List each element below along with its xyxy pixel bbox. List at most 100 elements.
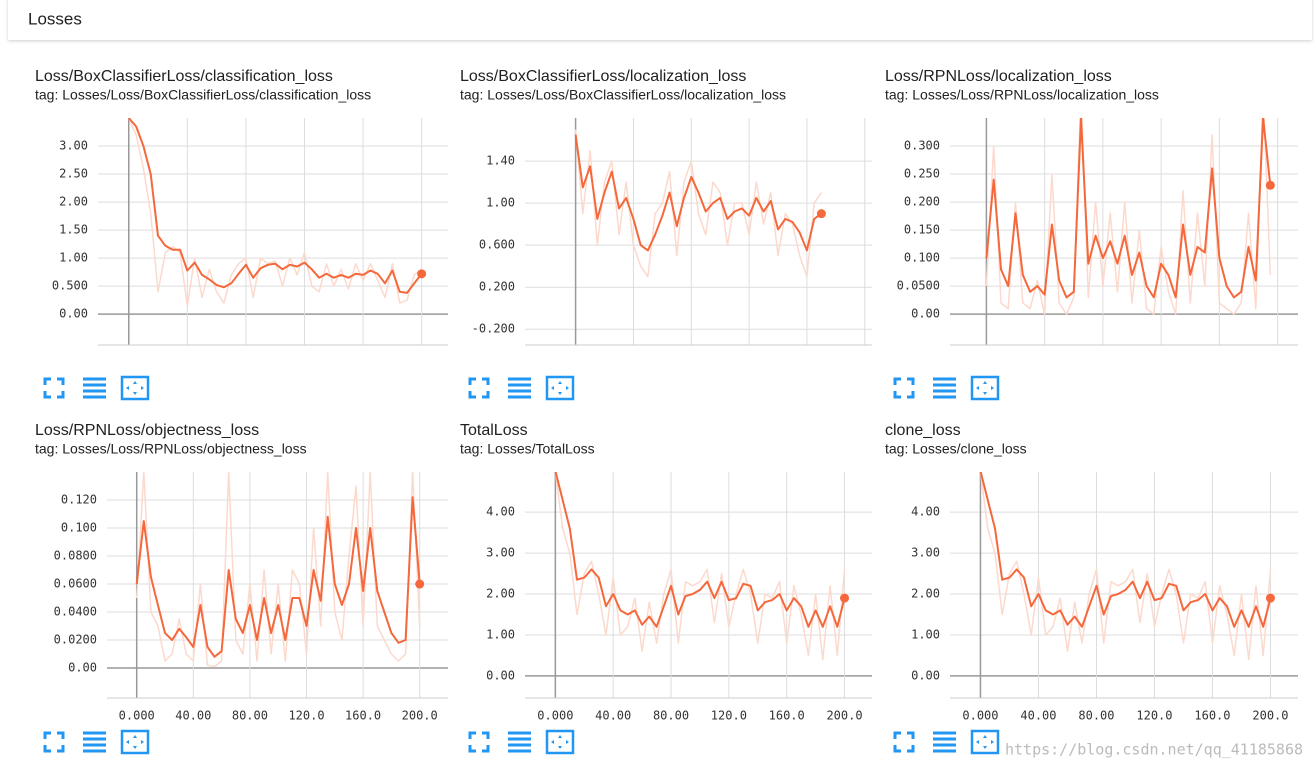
fit-arrows bbox=[551, 735, 569, 749]
fit-button[interactable] bbox=[120, 375, 150, 401]
y-tick-label: 0.00 bbox=[59, 307, 88, 321]
x-tick-label: 200.0 bbox=[1252, 709, 1288, 723]
last-point bbox=[1265, 593, 1275, 603]
y-tick-label: 0.150 bbox=[904, 223, 940, 237]
y-tick-label: -0.200 bbox=[472, 322, 515, 336]
y-tick-label: 0.250 bbox=[904, 167, 940, 181]
y-tick-label: 0.0800 bbox=[54, 549, 97, 563]
fit-arrows bbox=[976, 735, 994, 749]
list-button[interactable] bbox=[83, 731, 106, 753]
series-line bbox=[135, 496, 421, 658]
y-tick-label: 2.00 bbox=[59, 195, 88, 209]
x-tick-label: 80.00 bbox=[232, 709, 268, 723]
y-tick-label: 0.100 bbox=[904, 251, 940, 265]
y-tick-label: 0.120 bbox=[61, 493, 97, 507]
chart-tag: tag: Losses/Loss/BoxClassifierLoss/class… bbox=[35, 87, 371, 103]
y-tick-label: 2.00 bbox=[486, 587, 515, 601]
chart-tag: tag: Losses/TotalLoss bbox=[460, 441, 595, 457]
y-tick-label: 1.00 bbox=[486, 627, 515, 641]
series-line bbox=[574, 134, 822, 252]
expand-button[interactable] bbox=[43, 377, 65, 399]
fit-arrows bbox=[551, 381, 569, 395]
y-tick-label: 1.00 bbox=[911, 627, 940, 641]
x-tick-label: 160.0 bbox=[1194, 709, 1230, 723]
chart-title: Loss/BoxClassifierLoss/localization_loss bbox=[460, 68, 746, 85]
chart-tag: tag: Losses/Loss/RPNLoss/localization_lo… bbox=[885, 87, 1159, 103]
fit-button[interactable] bbox=[970, 375, 1000, 401]
last-point bbox=[1265, 180, 1275, 190]
y-tick-label: 1.40 bbox=[486, 154, 515, 168]
y-tick-label: 0.100 bbox=[61, 521, 97, 535]
chart-tag: tag: Losses/Loss/RPNLoss/objectness_loss bbox=[35, 441, 307, 457]
fit-button[interactable] bbox=[970, 729, 1000, 755]
last-point bbox=[840, 593, 850, 603]
series-line bbox=[128, 118, 423, 294]
series-line bbox=[979, 472, 1272, 661]
x-tick-label: 0.000 bbox=[962, 709, 998, 723]
y-tick-label: 0.0200 bbox=[54, 633, 97, 647]
y-tick-label: 2.00 bbox=[911, 587, 940, 601]
expand-button[interactable] bbox=[468, 377, 490, 399]
fit-arrows bbox=[126, 381, 144, 395]
last-point bbox=[417, 269, 427, 279]
x-tick-label: 0.000 bbox=[119, 709, 155, 723]
header-card bbox=[8, 0, 1312, 40]
list-button[interactable] bbox=[83, 377, 106, 399]
plot bbox=[128, 118, 423, 307]
series-line bbox=[985, 118, 1272, 299]
list-button[interactable] bbox=[933, 731, 956, 753]
series-line bbox=[554, 472, 846, 661]
y-tick-label: 0.300 bbox=[904, 139, 940, 153]
header-title[interactable]: Losses bbox=[28, 9, 82, 28]
plot bbox=[985, 118, 1272, 315]
fit-button[interactable] bbox=[545, 375, 575, 401]
series-line bbox=[574, 129, 823, 278]
y-tick-label: 0.00 bbox=[911, 307, 940, 321]
last-point bbox=[415, 579, 425, 589]
series-line bbox=[979, 472, 1272, 628]
y-tick-label: 0.500 bbox=[52, 279, 88, 293]
chart-tag: tag: Losses/clone_loss bbox=[885, 441, 1027, 457]
fit-button[interactable] bbox=[120, 729, 150, 755]
y-tick-label: 3.00 bbox=[911, 546, 940, 560]
chart-title: TotalLoss bbox=[460, 422, 528, 439]
y-tick-label: 0.0400 bbox=[54, 605, 97, 619]
x-tick-label: 200.0 bbox=[826, 709, 862, 723]
y-tick-label: 0.200 bbox=[479, 280, 515, 294]
chart-title: Loss/RPNLoss/objectness_loss bbox=[35, 422, 259, 439]
x-tick-label: 120.0 bbox=[288, 709, 324, 723]
y-tick-label: 0.0600 bbox=[54, 577, 97, 591]
chart-title: clone_loss bbox=[885, 422, 961, 439]
list-button[interactable] bbox=[508, 731, 531, 753]
y-tick-label: 3.00 bbox=[486, 546, 515, 560]
y-tick-label: 3.00 bbox=[59, 139, 88, 153]
fit-button[interactable] bbox=[545, 729, 575, 755]
plot bbox=[979, 472, 1272, 661]
expand-button[interactable] bbox=[893, 731, 915, 753]
y-tick-label: 4.00 bbox=[486, 505, 515, 519]
x-tick-label: 160.0 bbox=[769, 709, 805, 723]
list-button[interactable] bbox=[933, 377, 956, 399]
plot bbox=[554, 472, 846, 661]
plot bbox=[574, 129, 823, 278]
y-tick-label: 0.00 bbox=[486, 668, 515, 682]
y-tick-label: 1.00 bbox=[59, 251, 88, 265]
last-point bbox=[816, 209, 826, 219]
plot bbox=[135, 472, 421, 668]
expand-button[interactable] bbox=[468, 731, 490, 753]
series-line bbox=[135, 472, 421, 668]
expand-button[interactable] bbox=[893, 377, 915, 399]
x-tick-label: 40.00 bbox=[1020, 709, 1056, 723]
y-tick-label: 0.0500 bbox=[897, 279, 940, 293]
x-tick-label: 120.0 bbox=[711, 709, 747, 723]
y-tick-label: 0.00 bbox=[68, 661, 97, 675]
list-button[interactable] bbox=[508, 377, 531, 399]
y-tick-label: 2.50 bbox=[59, 167, 88, 181]
chart-tag: tag: Losses/Loss/BoxClassifierLoss/local… bbox=[460, 87, 786, 103]
expand-button[interactable] bbox=[43, 731, 65, 753]
x-tick-label: 120.0 bbox=[1136, 709, 1172, 723]
watermark: https://blog.csdn.net/qq_41185868 bbox=[1005, 741, 1303, 759]
x-tick-label: 40.00 bbox=[595, 709, 631, 723]
